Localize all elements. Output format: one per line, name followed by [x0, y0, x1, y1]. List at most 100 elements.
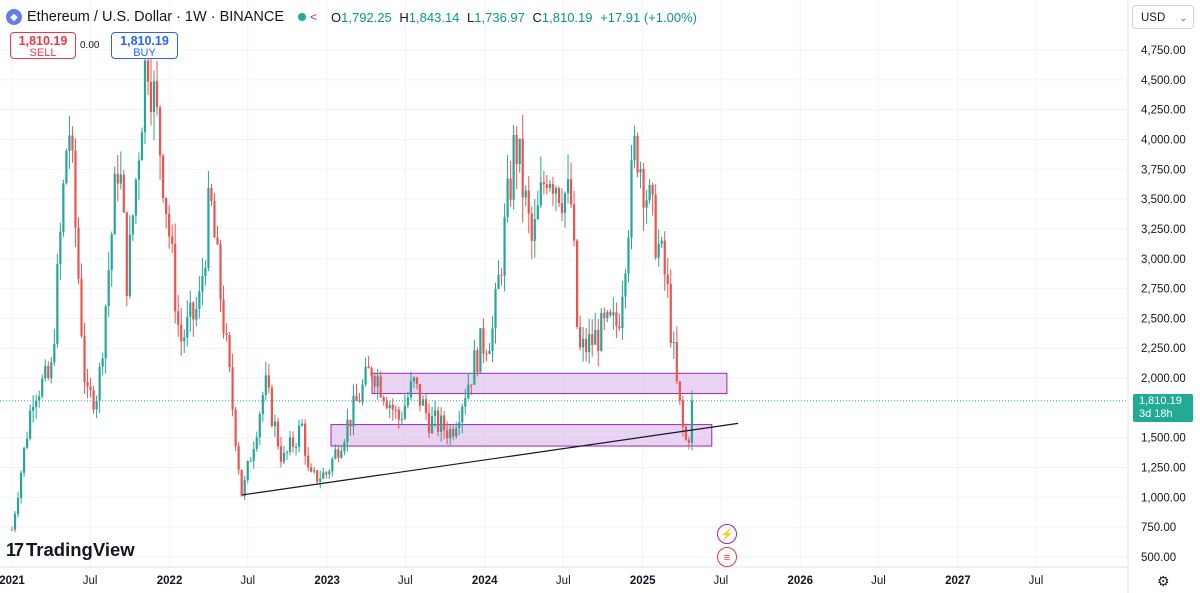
time-tick-label: 2023: [314, 575, 340, 587]
candle-body: [400, 418, 403, 420]
candle-body: [279, 446, 283, 462]
candle-body: [77, 227, 80, 279]
candle-body: [13, 513, 17, 530]
candle-body: [201, 276, 204, 292]
candle-body: [563, 193, 567, 213]
candle-body: [548, 183, 552, 188]
candle-body: [186, 316, 189, 338]
gear-icon[interactable]: ⚙: [1157, 573, 1170, 589]
candle-body: [276, 421, 280, 447]
candle-body: [470, 384, 473, 386]
candle-body: [38, 396, 41, 401]
symbol-header[interactable]: ◆ Ethereum / U.S. Dollar · 1W · BINANCE …: [6, 7, 697, 27]
candle-body: [174, 243, 177, 312]
candle-body: [530, 213, 533, 241]
candle-body: [606, 311, 609, 319]
candle-body: [391, 404, 394, 410]
candle-body: [575, 240, 579, 327]
us-flag-event-icon[interactable]: ≡: [717, 547, 737, 567]
price-tick-label: 1,500.00: [1141, 433, 1186, 445]
candle-body: [264, 375, 267, 395]
candle-body: [225, 333, 228, 336]
candle-body: [328, 471, 331, 475]
candle-body: [86, 381, 89, 387]
candle-body: [663, 240, 666, 275]
candle-body: [331, 458, 334, 472]
buy-button[interactable]: 1,810.19 BUY: [111, 32, 178, 59]
candle-body: [297, 425, 301, 447]
candle-body: [158, 107, 162, 156]
candle-body: [316, 470, 319, 482]
price-tick-label: 500.00: [1141, 552, 1176, 564]
candle-body: [684, 426, 687, 440]
candle-body: [267, 375, 270, 388]
candle-body: [557, 188, 561, 204]
share-icon[interactable]: <: [310, 10, 318, 24]
candle-body: [485, 353, 488, 355]
candle-body: [334, 449, 337, 459]
symbol-title[interactable]: Ethereum / U.S. Dollar · 1W · BINANCE: [27, 9, 285, 25]
candle-body: [291, 437, 295, 447]
candle-body: [566, 179, 570, 194]
candle-body: [418, 383, 422, 406]
candle-body: [313, 470, 316, 472]
time-tick-label: Jul: [398, 575, 413, 587]
candle-body: [240, 469, 243, 497]
market-status-dot: [298, 13, 307, 21]
price-tick-label: 4,500.00: [1141, 75, 1186, 87]
candle-body: [446, 430, 449, 439]
candle-body: [343, 442, 346, 452]
tradingview-logo[interactable]: 17 TradingView: [6, 539, 135, 560]
candle-body: [376, 376, 379, 387]
price-tick-label: 2,000.00: [1141, 373, 1186, 385]
candle-body: [675, 341, 678, 382]
candle-body: [98, 366, 101, 401]
candle-body: [255, 437, 258, 449]
currency-select[interactable]: USD ⌄: [1132, 5, 1194, 29]
candle-body: [615, 312, 618, 327]
candle-body: [651, 184, 654, 195]
candle-body: [195, 309, 198, 320]
candle-body: [243, 480, 246, 497]
candle-body: [171, 236, 174, 244]
lightning-event-icon[interactable]: ⚡: [717, 524, 737, 544]
candle-body: [56, 264, 59, 344]
candle-body: [473, 350, 476, 385]
candle-body: [146, 60, 150, 82]
sell-button[interactable]: 1,810.19 SELL: [10, 32, 76, 59]
candle-body: [443, 415, 446, 431]
candle-body: [92, 390, 95, 410]
candle-body: [397, 409, 400, 420]
buy-price: 1,810.19: [120, 34, 169, 48]
candle-body: [161, 155, 165, 199]
candle-body: [627, 237, 630, 274]
sell-label: SELL: [29, 47, 57, 59]
candle-body: [68, 135, 71, 151]
candle-body: [83, 335, 86, 382]
tradingview-mark-icon: 17: [6, 539, 24, 560]
candle-body: [301, 423, 304, 426]
price-tick-label: 2,750.00: [1141, 284, 1186, 296]
candle-body: [464, 398, 467, 407]
price-tick-label: 2,250.00: [1141, 343, 1186, 355]
candle-body: [506, 178, 509, 218]
candle-body: [503, 217, 506, 276]
candle-body: [59, 231, 62, 265]
candle-body: [294, 446, 298, 448]
candle-body: [358, 400, 361, 402]
candle-body: [412, 377, 416, 382]
sell-price: 1,810.19: [18, 34, 68, 48]
time-tick-label: Jul: [240, 575, 255, 587]
candle-body: [554, 188, 558, 194]
candle-body: [382, 397, 385, 402]
time-tick-label: 2026: [787, 575, 813, 587]
candle-body: [74, 150, 77, 228]
candle-body: [630, 160, 633, 238]
candle-body: [140, 132, 144, 161]
candle-body: [687, 439, 691, 443]
price-tick-label: 750.00: [1141, 522, 1176, 534]
price-tick-label: 3,750.00: [1141, 164, 1186, 176]
candle-body: [29, 410, 32, 439]
candle-body: [89, 386, 92, 391]
